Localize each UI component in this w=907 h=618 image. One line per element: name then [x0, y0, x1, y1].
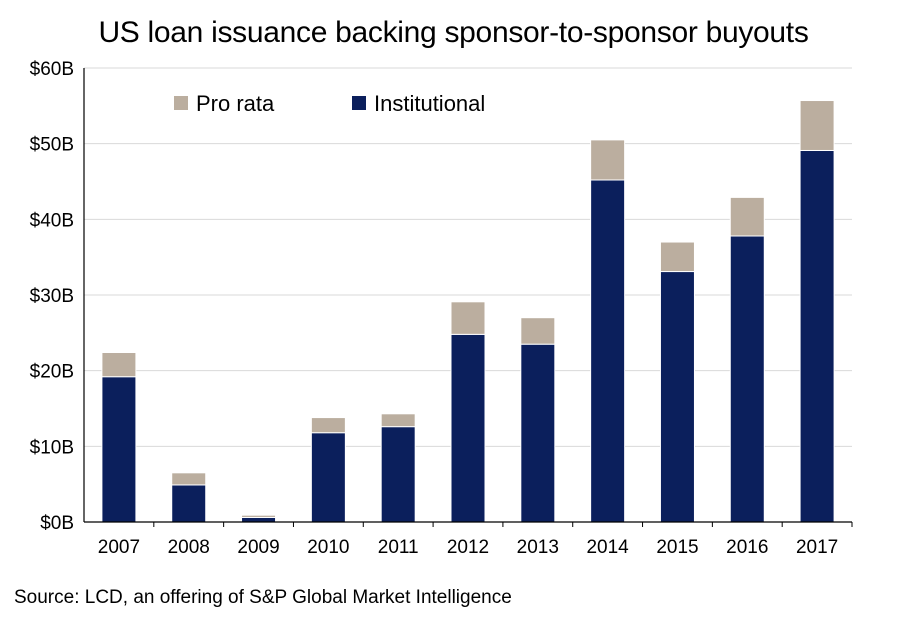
- bar-pro-rata: [380, 413, 416, 428]
- y-tick-label: $20B: [30, 362, 74, 383]
- bar-pro-rata: [450, 301, 486, 335]
- bar-institutional: [659, 271, 695, 523]
- bar-pro-rata: [659, 241, 695, 273]
- x-tick-label: 2015: [656, 537, 698, 558]
- bar-pro-rata: [590, 139, 626, 181]
- axes: [83, 68, 852, 523]
- legend-label: Institutional: [374, 91, 485, 116]
- bar-institutional: [729, 235, 765, 523]
- y-axis-ticks: $0B $10B $20B $30B $40B $50B $60B: [30, 59, 74, 534]
- y-tick-label: $40B: [30, 210, 74, 231]
- bar-pro-rata: [729, 196, 765, 237]
- legend-swatch: [174, 96, 188, 110]
- bar-institutional: [241, 516, 277, 523]
- x-tick-label: 2017: [796, 537, 838, 558]
- y-tick-label: $30B: [30, 286, 74, 307]
- x-tick-label: 2012: [447, 537, 489, 558]
- bar-institutional: [310, 432, 346, 523]
- bar-institutional: [171, 484, 207, 523]
- x-tick-label: 2010: [307, 537, 349, 558]
- y-tick-label: $50B: [30, 135, 74, 156]
- y-tick-label: $60B: [30, 59, 74, 80]
- bar-pro-rata: [799, 100, 835, 151]
- source-note: Source: LCD, an offering of S&P Global M…: [14, 587, 512, 608]
- bar-pro-rata: [241, 514, 277, 518]
- x-tick-label: 2014: [586, 537, 629, 558]
- bars: [101, 100, 835, 523]
- bar-institutional: [450, 333, 486, 523]
- bar-institutional: [101, 376, 137, 523]
- legend: Pro rata Institutional: [174, 91, 485, 116]
- bar-institutional: [799, 149, 835, 523]
- x-tick-label: 2013: [517, 537, 559, 558]
- bar-institutional: [590, 179, 626, 523]
- bar-pro-rata: [520, 317, 556, 345]
- y-tick-label: $0B: [40, 513, 74, 534]
- x-tick-label: 2011: [378, 537, 419, 558]
- chart-title: US loan issuance backing sponsor-to-spon…: [98, 16, 809, 49]
- bar-institutional: [520, 343, 556, 523]
- x-tick-label: 2009: [237, 537, 279, 558]
- x-tick-label: 2007: [98, 537, 140, 558]
- bar-pro-rata: [310, 417, 346, 434]
- x-tick-label: 2016: [726, 537, 768, 558]
- bar-pro-rata: [171, 472, 207, 486]
- bar-institutional: [380, 426, 416, 523]
- x-axis-ticks: 2007 2008 2009 2010 2011 2012 2013 2014 2015 2016…: [98, 522, 853, 558]
- legend-swatch: [352, 96, 366, 110]
- legend-label: Pro rata: [196, 91, 275, 116]
- bar-pro-rata: [101, 352, 137, 378]
- x-tick-label: 2008: [168, 537, 210, 558]
- y-tick-label: $10B: [30, 437, 74, 458]
